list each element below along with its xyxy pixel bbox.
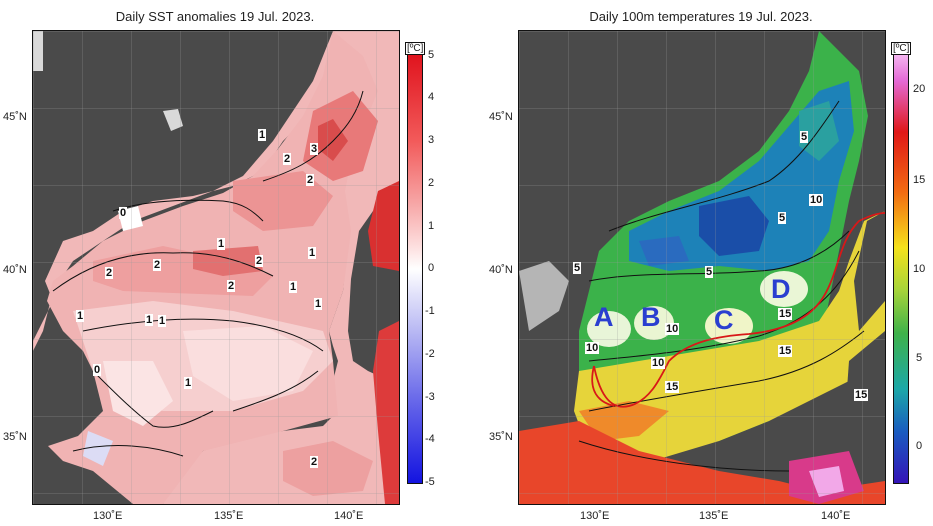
right-colorbar-tick: 5 (916, 352, 923, 364)
temp-contour-label: 5 (800, 131, 809, 143)
sst-contour-label: 1 (308, 247, 317, 259)
temp-contour-label: 10 (809, 194, 824, 206)
temp-contour-label: 15 (665, 381, 680, 393)
sst-contour-label: 3 (310, 143, 319, 155)
left-colorbar-tick: -1 (425, 305, 435, 317)
left-colorbar-tick: -2 (425, 348, 435, 360)
sst-contour-label: 1 (184, 377, 193, 389)
sst-contour-label: 2 (255, 255, 264, 267)
left-lat-40n: 40˚N (3, 264, 27, 276)
left-colorbar-tick: 3 (428, 134, 435, 146)
sst-anomaly-colorbar (407, 54, 423, 484)
sst-contour-label: 2 (105, 267, 114, 279)
sst-anomaly-map (32, 30, 400, 505)
left-lon-135e: 135˚E (214, 510, 244, 522)
left-lon-130e: 130˚E (93, 510, 123, 522)
right-lat-40n: 40˚N (489, 264, 513, 276)
temp-contour-label: 10 (585, 342, 600, 354)
sst-contour-label: 2 (306, 174, 315, 186)
temp-contour-label: 15 (854, 389, 869, 401)
sst-contour-label: 2 (310, 456, 319, 468)
right-lon-130e: 130˚E (580, 510, 610, 522)
right-colorbar-tick: 10 (913, 263, 926, 275)
temp-contour-label: 10 (665, 323, 680, 335)
sst-contour-label: 2 (227, 280, 236, 292)
temperature-100m-map (518, 30, 886, 505)
sst-contour-label: 2 (283, 153, 292, 165)
temp-contour-label: 5 (573, 262, 582, 274)
left-colorbar-tick: -4 (425, 433, 435, 445)
right-lat-45n: 45˚N (489, 111, 513, 123)
left-colorbar-tick: 1 (428, 220, 435, 232)
sst-contour-label: 1 (217, 238, 226, 250)
temp-contour-label: 10 (651, 357, 666, 369)
sst-contour-label: 2 (153, 259, 162, 271)
sst-contour-label: 0 (93, 364, 102, 376)
right-colorbar-tick: 20 (913, 83, 926, 95)
zone-label-b: B (641, 302, 661, 332)
left-map-title: Daily SST anomalies 19 Jul. 2023. (115, 9, 315, 24)
temperature-colorbar (893, 54, 909, 484)
temp-contour-label: 5 (705, 266, 714, 278)
zone-label-d: D (771, 274, 791, 304)
sst-contour-label: 1 (258, 129, 267, 141)
left-lon-140e: 140˚E (334, 510, 364, 522)
temp-contour-label: 5 (778, 212, 787, 224)
right-lon-135e: 135˚E (699, 510, 729, 522)
right-colorbar-tick: 0 (916, 440, 923, 452)
sst-contour-label: 1 (158, 315, 167, 327)
temp-contour-label: 15 (778, 345, 793, 357)
left-colorbar-tick: 0 (428, 262, 435, 274)
sst-contour-label: 1 (289, 281, 298, 293)
right-lat-35n: 35˚N (489, 431, 513, 443)
right-map-title: Daily 100m temperatures 19 Jul. 2023. (589, 9, 813, 24)
zone-label-c: C (714, 305, 734, 335)
left-colorbar-tick: -3 (425, 391, 435, 403)
sst-contour-label: 1 (314, 298, 323, 310)
sst-contour-label: 1 (76, 310, 85, 322)
left-lat-35n: 35˚N (3, 431, 27, 443)
right-lon-140e: 140˚E (821, 510, 851, 522)
left-lat-45n: 45˚N (3, 111, 27, 123)
sst-contour-label: 0 (119, 207, 128, 219)
temp-contour-label: 15 (778, 308, 793, 320)
sst-contour-label: 1 (145, 314, 154, 326)
left-colorbar-tick: -5 (425, 476, 435, 488)
left-colorbar-tick: 4 (428, 91, 435, 103)
zone-label-a: A (594, 302, 614, 332)
left-colorbar-tick: 5 (428, 49, 435, 61)
left-colorbar-tick: 2 (428, 177, 435, 189)
right-colorbar-tick: 15 (913, 174, 926, 186)
